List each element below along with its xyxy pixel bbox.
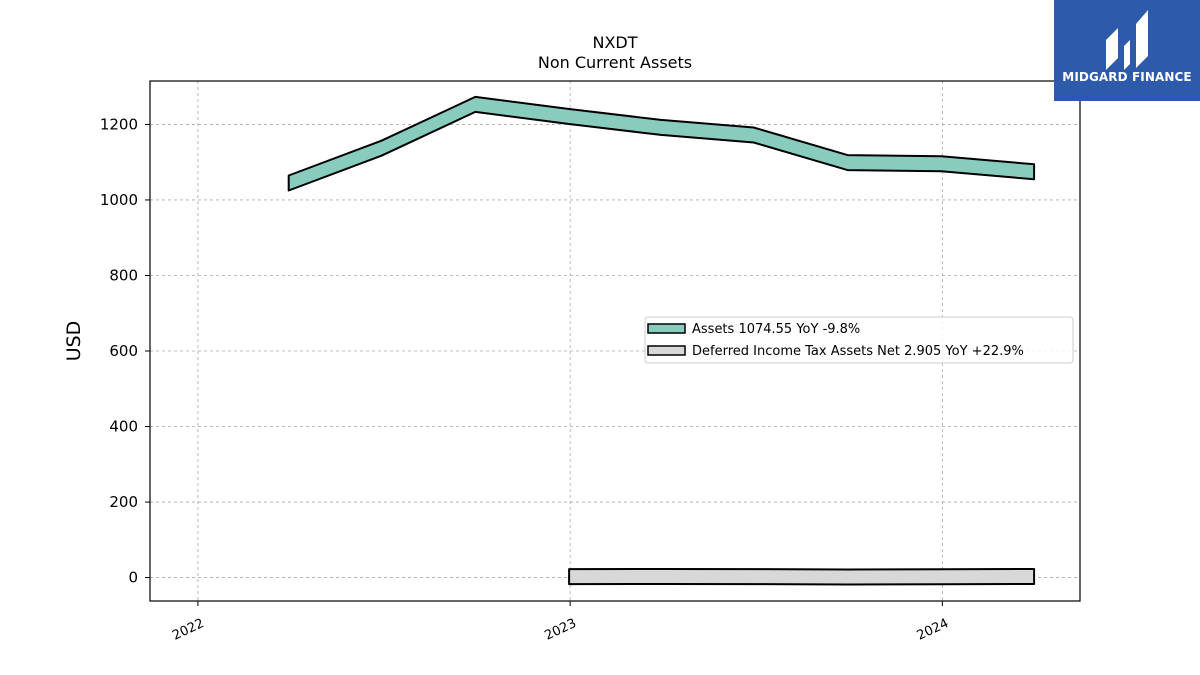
y-tick-label: 1000: [100, 191, 138, 209]
legend-swatch-deferred-tax: [647, 345, 686, 356]
series-deferred-tax-band: [568, 568, 1036, 586]
y-tick-label: 0: [128, 569, 138, 587]
plot-frame: [149, 80, 1081, 602]
y-axis-label: USD: [63, 321, 85, 362]
legend-frame: [644, 316, 1074, 364]
chart-title: NXDT: [592, 33, 637, 52]
brand-logo: MIDGARD FINANCE: [1054, 0, 1200, 101]
y-axis: 0 200 400 600 800 1000 1200: [100, 115, 150, 587]
x-tick-label: 2023: [542, 616, 578, 644]
series-assets-band: [287, 95, 1036, 192]
legend-label-assets: Assets 1074.55 YoY -9.8%: [692, 322, 860, 337]
y-tick-label: 400: [109, 418, 138, 436]
y-tick-label: 800: [109, 266, 138, 284]
legend-swatch-assets: [647, 323, 686, 334]
x-tick-label: 2024: [915, 616, 951, 644]
legend-label-deferred-tax: Deferred Income Tax Assets Net 2.905 YoY…: [692, 344, 1024, 359]
y-tick-label: 200: [109, 493, 138, 511]
series-layer: [287, 95, 1036, 586]
legend: Assets 1074.55 YoY -9.8% Deferred Income…: [644, 316, 1074, 364]
y-tick-label: 600: [109, 342, 138, 360]
y-tick-label: 1200: [100, 115, 138, 133]
logo-text: MIDGARD FINANCE: [1062, 70, 1192, 84]
logo-mark-icon: [1106, 10, 1148, 70]
x-axis: 2022 2023 2024: [170, 601, 951, 644]
x-tick-label: 2022: [170, 616, 206, 644]
chart-subtitle: Non Current Assets: [538, 53, 692, 72]
